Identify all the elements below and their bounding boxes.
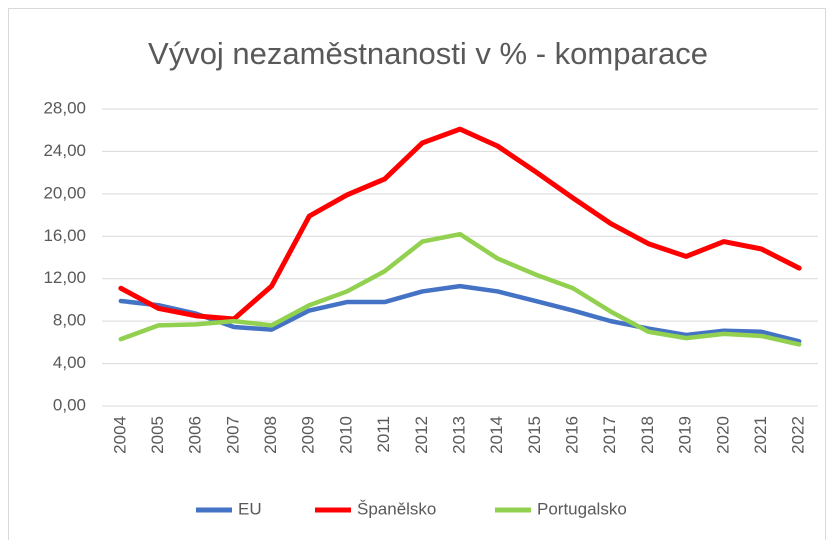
x-tick-label: 2007 (223, 416, 242, 454)
x-tick-label: 2016 (563, 416, 582, 454)
y-tick-label: 28,00 (43, 98, 86, 117)
x-tick-label: 2012 (412, 416, 431, 454)
x-tick-label: 2018 (638, 416, 657, 454)
chart-border (8, 8, 826, 540)
legend-label: Portugalsko (537, 499, 627, 518)
x-tick-label: 2005 (148, 416, 167, 454)
x-tick-label: 2017 (600, 416, 619, 454)
y-tick-label: 20,00 (43, 183, 86, 202)
x-tick-label: 2004 (110, 416, 129, 454)
x-tick-label: 2019 (676, 416, 695, 454)
x-tick-label: 2006 (186, 416, 205, 454)
legend-label: EU (238, 499, 262, 518)
y-tick-label: 4,00 (53, 353, 86, 372)
x-tick-label: 2009 (299, 416, 318, 454)
line-series (118, 231, 802, 347)
line-series (118, 283, 802, 344)
x-tick-label: 2022 (789, 416, 808, 454)
x-tick-label: 2015 (525, 416, 544, 454)
y-tick-label: 8,00 (53, 311, 86, 330)
x-tick-label: 2020 (713, 416, 732, 454)
x-tick-label: 2014 (487, 416, 506, 454)
x-tick-label: 2010 (336, 416, 355, 454)
x-tick-label: 2021 (751, 416, 770, 454)
x-tick-label: 2008 (261, 416, 280, 454)
x-tick-label: 2011 (374, 416, 393, 453)
legend-label: Španělsko (357, 499, 436, 518)
y-tick-label: 12,00 (43, 268, 86, 287)
x-tick-label: 2013 (449, 416, 468, 454)
y-tick-label: 24,00 (43, 141, 86, 160)
y-tick-label: 0,00 (53, 395, 86, 414)
y-tick-label: 16,00 (43, 226, 86, 245)
chart-title: Vývoj nezaměstnanosti v % - komparace (148, 36, 708, 71)
